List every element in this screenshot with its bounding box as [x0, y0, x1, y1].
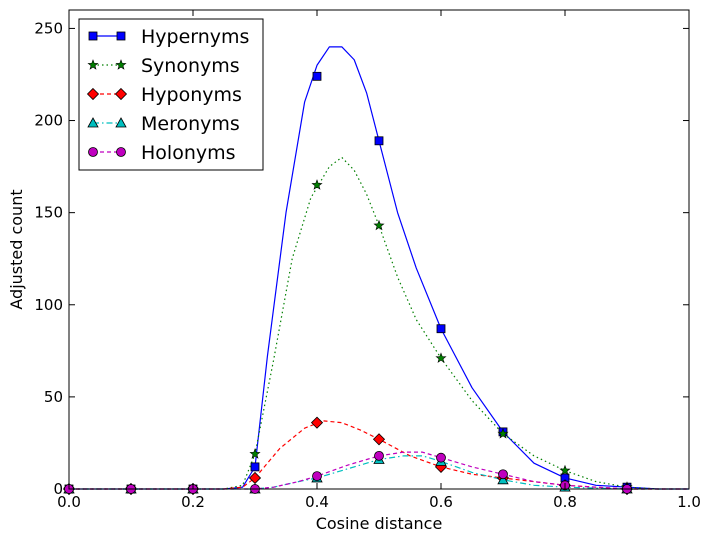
data-point-hyponyms-5 — [372, 433, 386, 446]
y-axis-title: Adjusted count — [7, 189, 26, 309]
legend-label-hypernyms: Hypernyms — [141, 26, 249, 48]
legend-marker-holonyms — [88, 147, 98, 157]
legend: Hypernyms Synonyms Hyponyms Meronyms Holonym… — [78, 18, 264, 171]
y-tick-label: 150 — [34, 204, 63, 222]
data-point-synonyms-5 — [373, 219, 385, 231]
legend-marker-synonyms — [115, 59, 127, 70]
y-tick-label: 250 — [34, 19, 63, 37]
x-tick-label: 0.6 — [429, 493, 453, 511]
series-markers-holonyms — [64, 450, 632, 494]
series-line-hypernyms — [69, 46, 689, 490]
data-point-synonyms-8 — [559, 464, 571, 476]
legend-marker-meronyms — [115, 117, 127, 128]
x-tick-label: 0.2 — [181, 493, 205, 511]
legend-marker-hyponyms — [86, 87, 100, 101]
legend-marker-hypernyms — [88, 31, 98, 41]
y-tick-label: 100 — [34, 296, 63, 314]
legend-label-synonyms: Synonyms — [141, 55, 240, 77]
legend-marker-synonyms — [87, 59, 99, 70]
legend-marker-hyponyms — [114, 87, 128, 101]
x-axis-title: Cosine distance — [316, 514, 443, 533]
axes-frame — [68, 9, 690, 490]
y-tick-label: 200 — [34, 112, 63, 130]
data-point-meronyms-7 — [497, 473, 509, 485]
data-point-synonyms-3 — [249, 448, 261, 459]
x-tick-label: 1.0 — [677, 493, 701, 511]
axis-ticks: 0.0 0.2 0.4 0.6 0.8 1.0 0 50 100 150 200 250 — [34, 10, 701, 511]
legend-label-hyponyms: Hyponyms — [141, 84, 242, 106]
data-point-hypernyms-3 — [250, 462, 260, 472]
data-point-hypernyms-6 — [436, 324, 446, 334]
data-point-synonyms-4 — [311, 179, 323, 190]
x-tick-label: 0.4 — [305, 493, 329, 511]
legend-marker-meronyms — [87, 117, 99, 128]
data-point-hyponyms-4 — [310, 416, 324, 429]
legend-marker-holonyms — [116, 147, 126, 157]
data-point-holonyms-7 — [498, 469, 508, 480]
x-tick-label: 0.0 — [57, 493, 81, 511]
legend-marker-hypernyms — [116, 31, 126, 41]
x-tick-label: 0.8 — [553, 493, 577, 511]
data-point-synonyms-7 — [497, 427, 509, 439]
series-line-holonyms — [69, 451, 689, 490]
legend-label-meronyms: Meronyms — [141, 113, 240, 135]
data-point-holonyms-4 — [312, 471, 322, 482]
data-point-holonyms-5 — [374, 450, 384, 461]
y-tick-label: 0 — [53, 480, 63, 498]
y-tick-label: 50 — [44, 388, 63, 406]
plot-area — [62, 46, 689, 496]
data-point-hypernyms-5 — [374, 136, 384, 146]
data-point-hypernyms-4 — [312, 71, 322, 81]
legend-label-holonyms: Holonyms — [141, 142, 236, 164]
data-point-holonyms-6 — [436, 452, 446, 463]
data-point-synonyms-6 — [435, 352, 447, 363]
